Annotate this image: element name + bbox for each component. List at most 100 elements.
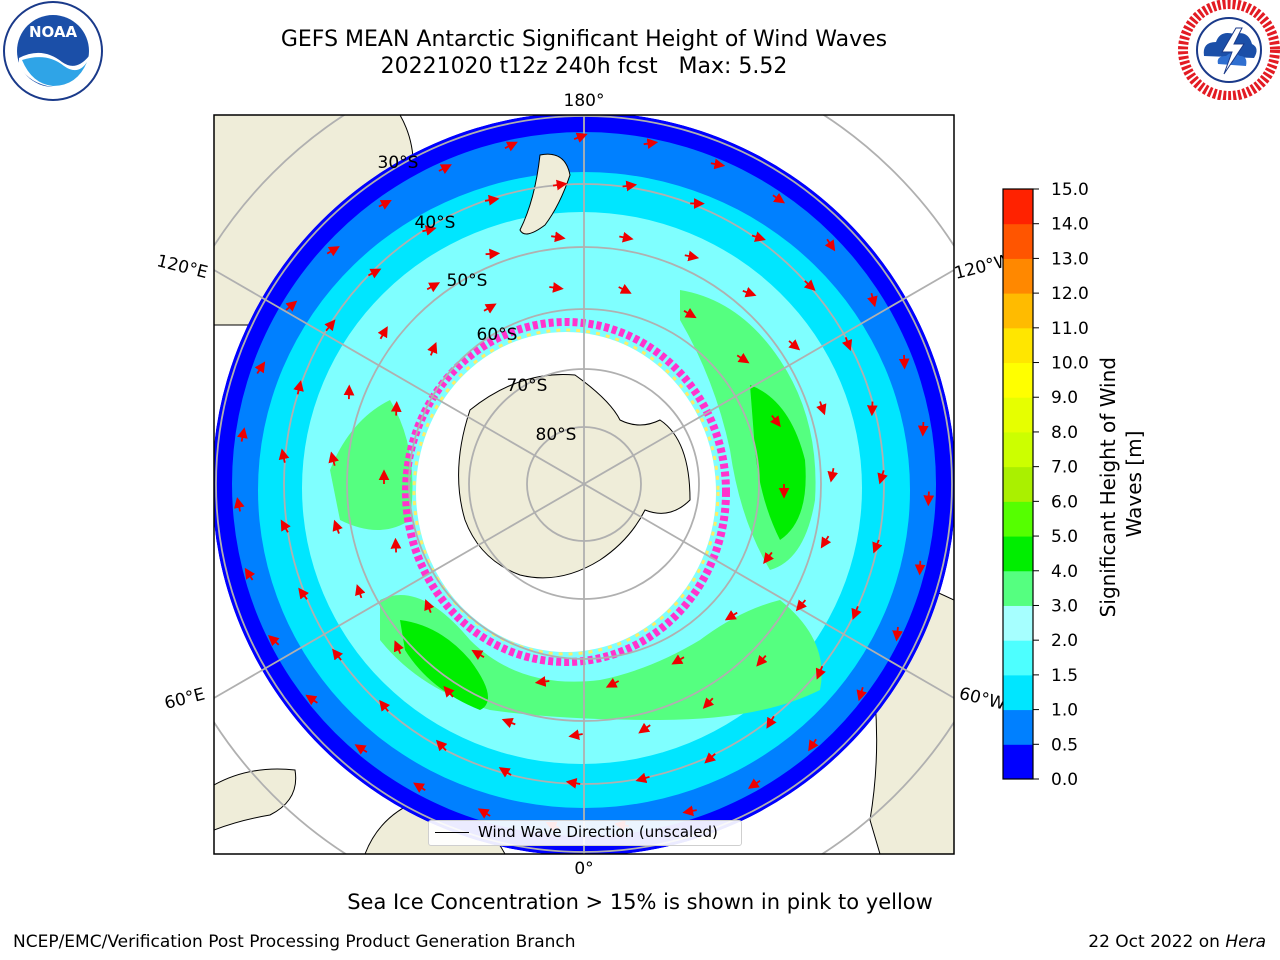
wind-arrow (820, 535, 832, 549)
colorbar-tick-label: 12.0 (1051, 284, 1089, 304)
lat-label-60s: 60°S (477, 325, 518, 345)
colorbar-swatch (1003, 189, 1033, 225)
wind-arrow (324, 319, 336, 332)
wind-arrow (244, 567, 256, 581)
colorbar-swatch (1003, 397, 1033, 433)
wind-arrow (851, 605, 862, 620)
wind-arrow (498, 767, 512, 778)
wind-arrow (390, 401, 402, 416)
wind-arrow (471, 649, 485, 660)
colorbar-swatch (1003, 431, 1033, 468)
wind-arrow (808, 738, 819, 752)
colorbar-tick-label: 10.0 (1051, 354, 1089, 374)
wind-arrow (278, 448, 290, 463)
wind-arrow (534, 676, 550, 687)
colorbar-swatch (1003, 258, 1033, 294)
lon-label-180: 180° (564, 91, 605, 111)
wind-arrow (427, 341, 438, 356)
wind-arrow (332, 519, 343, 534)
wind-arrow (815, 665, 826, 680)
colorbar-title: Significant Height of Wind Waves [m] (1096, 351, 1146, 618)
map-frame (213, 114, 955, 855)
wind-arrow (684, 250, 700, 262)
wind-arrow (378, 199, 392, 210)
wind-arrow (237, 427, 248, 442)
land-antarctica (458, 373, 691, 579)
colorbar-swatch (1003, 674, 1033, 711)
wind-arrow (923, 491, 935, 507)
wind-arrow (443, 685, 455, 698)
wind-arrow (280, 519, 291, 533)
wind-arrow (702, 697, 715, 709)
date-line: 22 Oct 2022 on Hera (1088, 932, 1266, 952)
wind-arrow (724, 610, 738, 621)
colorbar-tick-label: 9.0 (1051, 388, 1078, 408)
colorbar-swatch (1003, 223, 1033, 259)
wind-arrow (552, 179, 568, 191)
map-area (214, 115, 954, 854)
colorbar-tick-label: 0.0 (1051, 770, 1078, 790)
colorbar-tick-label: 1.0 (1051, 701, 1078, 721)
colorbar-tick-label: 0.5 (1051, 735, 1078, 755)
wind-arrow (827, 468, 839, 483)
wind-arrow (751, 231, 766, 242)
map-legend: Wind Wave Direction (unscaled) (428, 820, 742, 846)
wind-arrow (824, 238, 836, 252)
wind-arrow (293, 380, 304, 395)
wind-arrow (477, 808, 491, 819)
wind-arrow (285, 300, 298, 312)
noaa-logo-icon: NOAA (3, 1, 103, 101)
date-text: 22 Oct 2022 on (1088, 932, 1220, 952)
wind-arrow (747, 778, 761, 789)
wind-arrow (917, 421, 929, 437)
wind-arrow (367, 268, 382, 279)
chart-subtitle: 20221020 t12z 240h fcst Max: 5.52 (380, 54, 788, 79)
wind-arrow (769, 415, 781, 428)
wind-arrow (704, 752, 716, 764)
wind-arrow (867, 292, 878, 308)
lon-label-60e: 60°E (163, 685, 207, 714)
colorbar-swatch (1003, 501, 1033, 537)
colorbar-tick-label: 14.0 (1051, 215, 1089, 235)
wind-direction-arrows (234, 132, 935, 832)
lon-label-60w: 60°W (957, 684, 1008, 715)
wind-arrow (635, 772, 650, 784)
colorbar-swatch (1003, 293, 1033, 329)
colorbar-tick-label: 5.0 (1051, 527, 1078, 547)
colorbar-swatch (1003, 362, 1033, 398)
colorbar-title-line2: Waves [m] (1122, 431, 1146, 538)
wind-arrow (898, 354, 910, 370)
wind-arrow (435, 739, 448, 752)
wind-arrow (501, 718, 516, 729)
wind-arrow (568, 729, 583, 740)
wind-arrow (816, 401, 827, 416)
land-africa (214, 768, 297, 831)
wind-arrow (565, 778, 581, 789)
wind-arrow (326, 246, 340, 257)
wind-arrow (426, 282, 441, 293)
wind-arrow (422, 225, 437, 236)
colorbar-swatch (1003, 570, 1033, 606)
wind-arrow (766, 715, 777, 729)
colorbar-swatch (1003, 640, 1033, 676)
wind-arrow (234, 497, 245, 512)
wind-arrow (504, 141, 518, 152)
wind-arrow (377, 326, 388, 340)
wind-arrow (736, 352, 750, 364)
wind-arrow (872, 539, 883, 554)
wind-arrow (424, 599, 435, 613)
colorbar-swatch (1003, 536, 1033, 572)
wind-arrow (605, 677, 620, 688)
credit-line: NCEP/EMC/Verification Post Processing Pr… (13, 932, 576, 952)
wind-arrow (254, 361, 266, 374)
colorbar-tick-label: 1.5 (1051, 666, 1078, 686)
wind-arrow (841, 336, 853, 351)
wind-arrow (643, 138, 659, 149)
colorbar-tick-label: 13.0 (1051, 249, 1089, 269)
wind-arrow (485, 248, 501, 260)
wind-arrow (877, 470, 888, 485)
wind-arrow (763, 551, 774, 564)
wind-arrow (551, 231, 566, 243)
wind-arrow (683, 308, 697, 319)
